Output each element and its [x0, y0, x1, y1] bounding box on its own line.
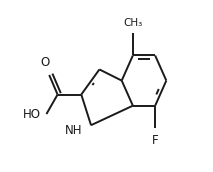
Text: F: F — [152, 134, 158, 147]
Text: CH₃: CH₃ — [123, 18, 142, 28]
Text: NH: NH — [65, 124, 83, 137]
Text: HO: HO — [23, 108, 41, 121]
Text: O: O — [40, 56, 50, 69]
